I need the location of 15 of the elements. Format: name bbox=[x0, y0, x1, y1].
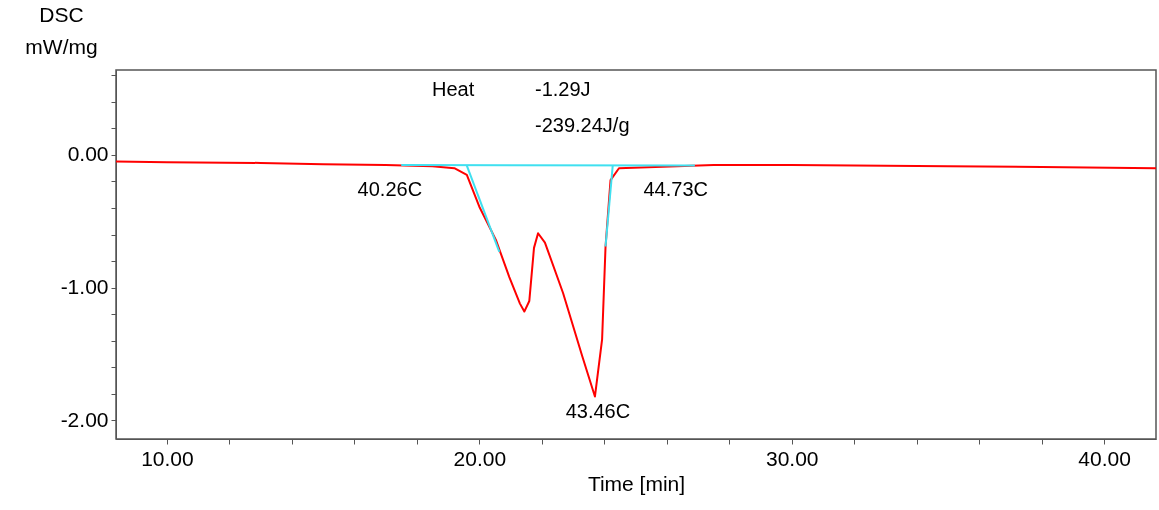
y-tick-label: -1.00 bbox=[60, 275, 109, 299]
x-axis-title: Time [min] bbox=[587, 471, 686, 495]
x-tick-label: 30.00 bbox=[765, 446, 819, 470]
annotation: Heat bbox=[432, 78, 475, 100]
annotation: 43.46C bbox=[565, 399, 631, 422]
y-tick-label: -2.00 bbox=[60, 407, 109, 431]
annotation: -1.29J bbox=[535, 78, 591, 100]
x-tick-label: 10.00 bbox=[141, 446, 194, 470]
annotation: -239.24J/g bbox=[535, 114, 630, 136]
y-axis-title: DSC mW/mg bbox=[25, 2, 98, 58]
x-tick-label: 20.00 bbox=[453, 446, 507, 470]
x-tick-label: 40.00 bbox=[1078, 446, 1131, 470]
y-tick-label: 0.00 bbox=[67, 142, 109, 166]
annotation: 40.26C bbox=[357, 177, 423, 200]
annotation: 44.73C bbox=[643, 177, 708, 200]
